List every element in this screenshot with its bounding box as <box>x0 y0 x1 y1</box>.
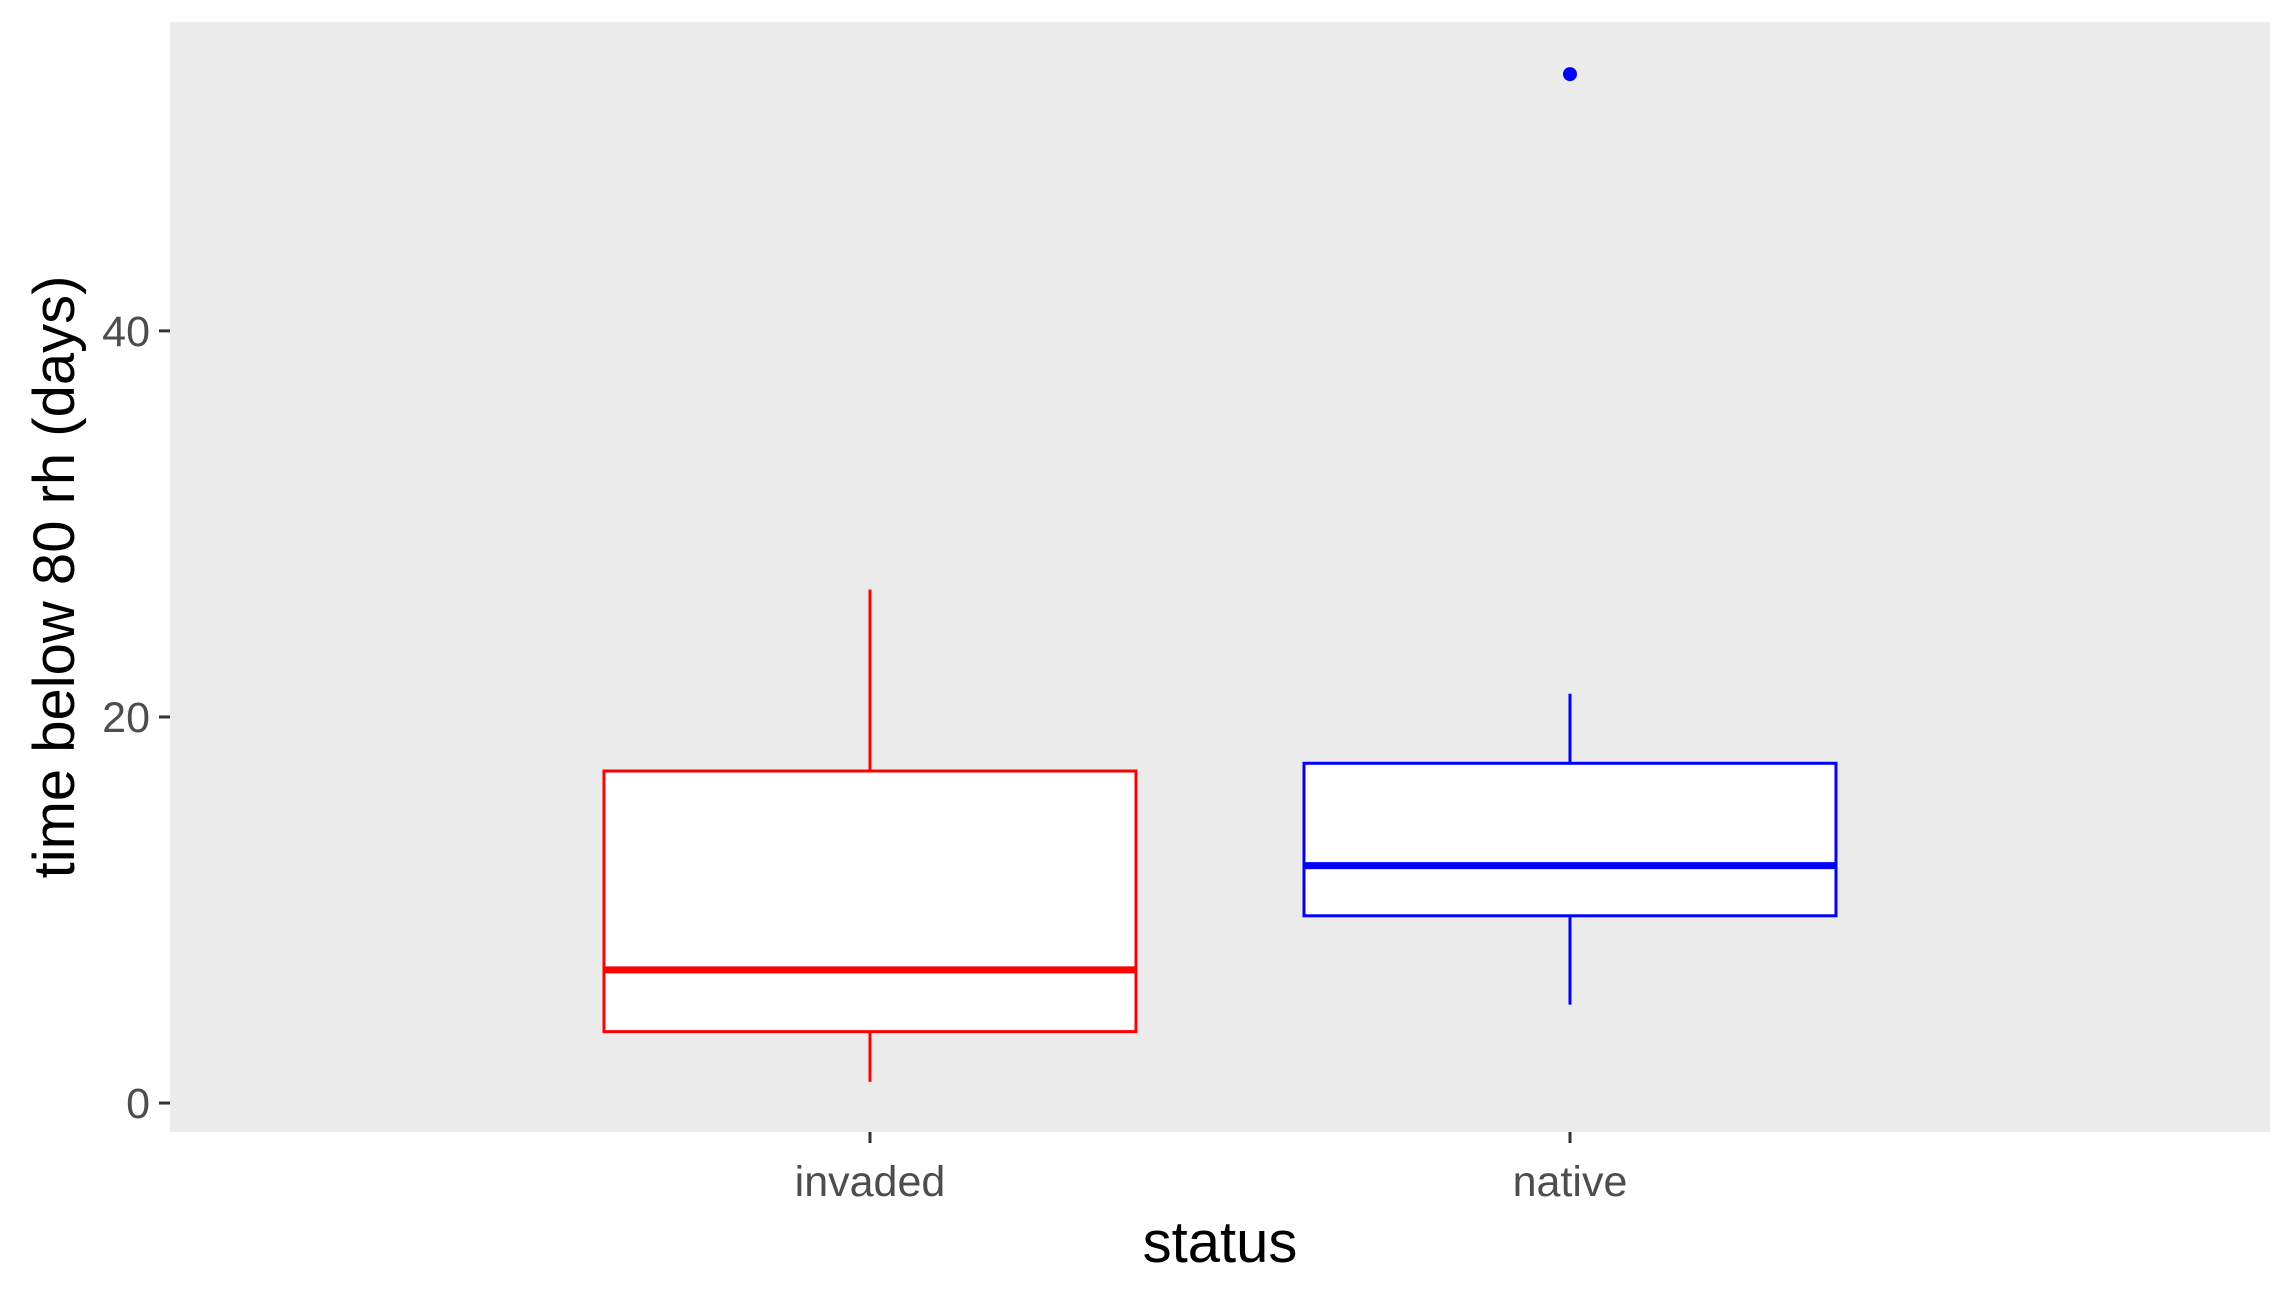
box-group <box>602 67 1838 1082</box>
box-invaded <box>602 589 1138 1082</box>
outlier-point <box>1563 67 1577 82</box>
x-tick-label: native <box>1513 1158 1628 1206</box>
box-body <box>1302 761 1838 918</box>
box-body <box>602 769 1138 1034</box>
y-axis-title: time below 80 rh (days) <box>22 276 87 879</box>
x-axis-title: status <box>1143 1210 1298 1275</box>
y-tick-label: 40 <box>102 308 150 356</box>
plot-panel <box>170 22 2270 1132</box>
box-native <box>1302 67 1838 1005</box>
x-tick-label: invaded <box>795 1158 946 1206</box>
y-tick-label: 0 <box>126 1080 150 1128</box>
y-axis: 0 20 40 <box>102 308 170 1128</box>
y-tick-label: 20 <box>102 694 150 742</box>
x-axis: invaded native <box>795 1132 1628 1206</box>
